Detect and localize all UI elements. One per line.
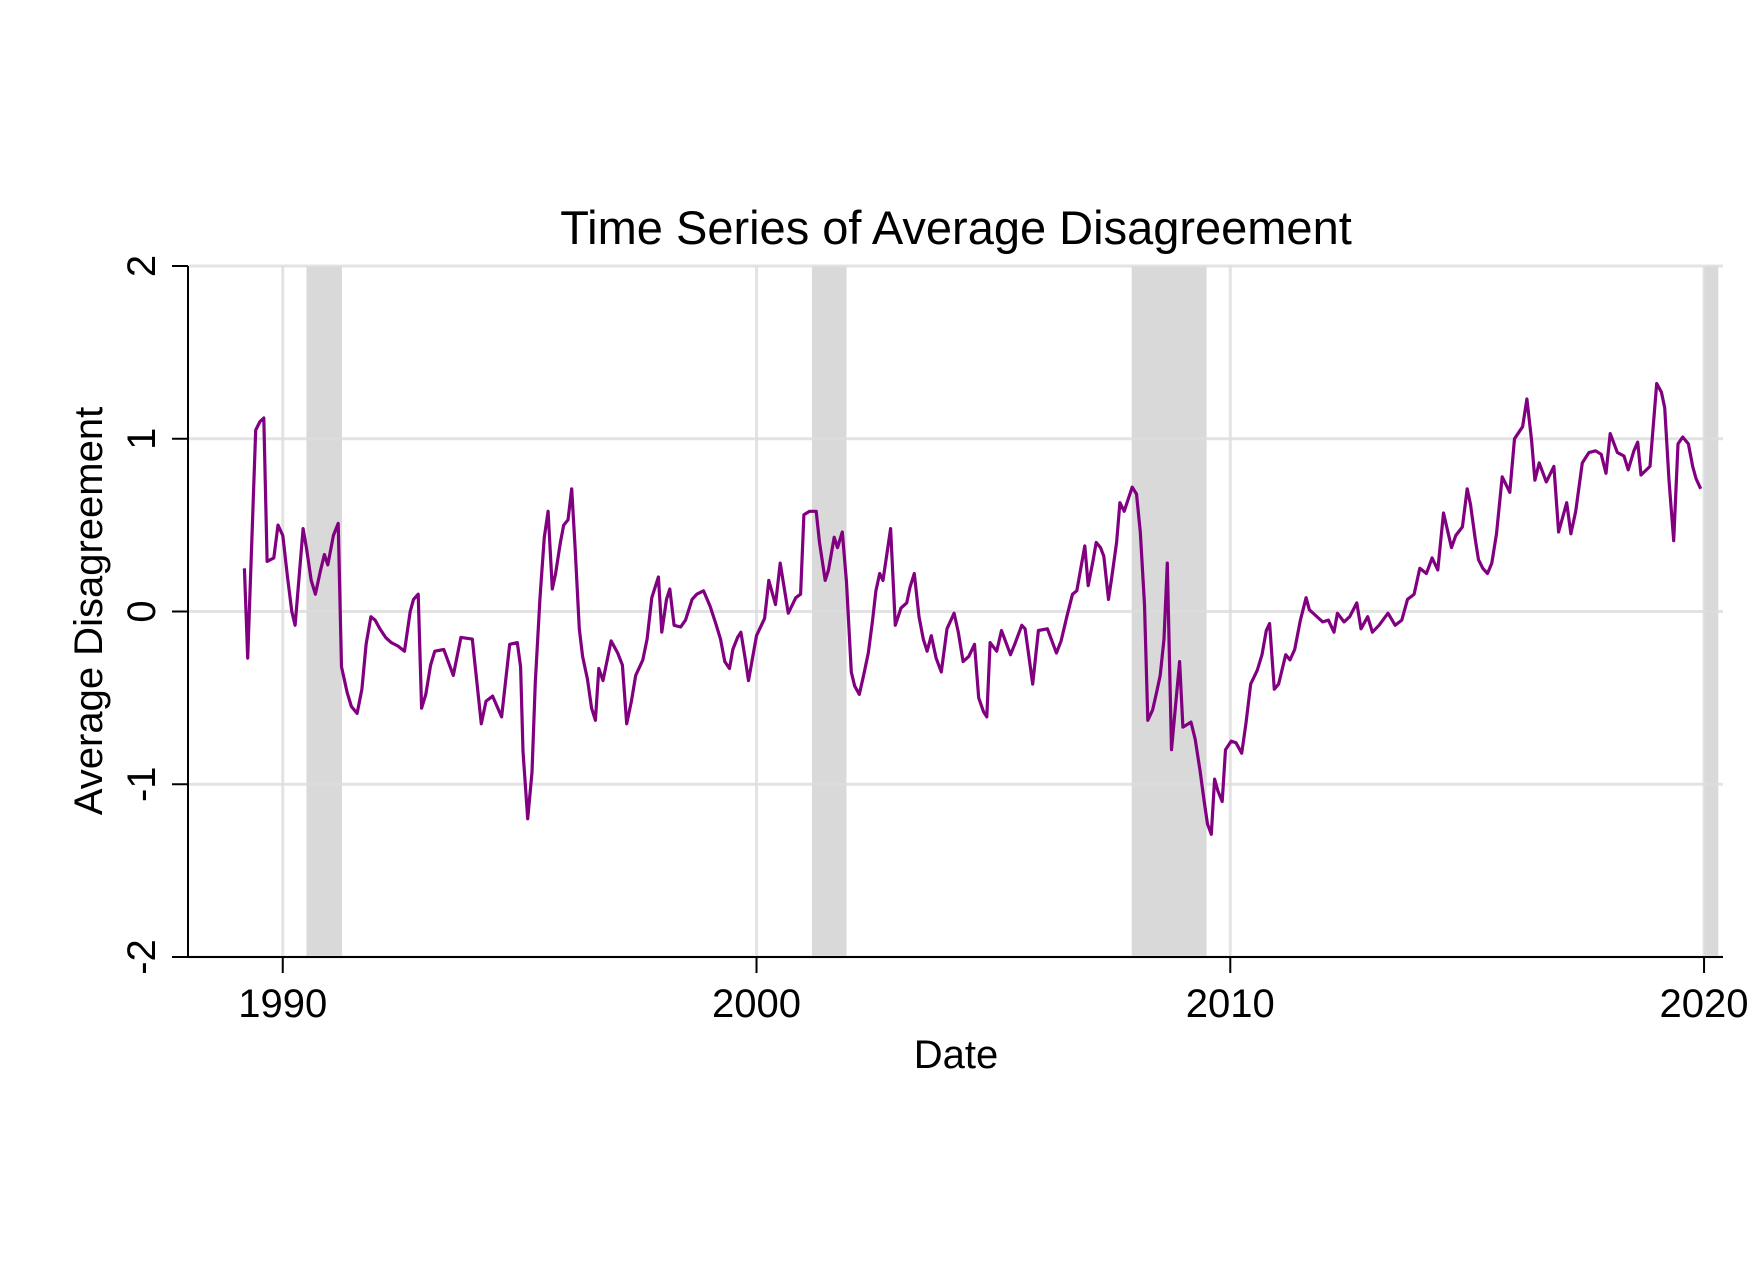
x-tick-label: 2000: [712, 982, 801, 1026]
x-tick-label: 2010: [1186, 982, 1275, 1026]
x-axis-label: Date: [914, 1033, 999, 1077]
chart-title: Time Series of Average Disagreement: [560, 201, 1352, 254]
y-tick-label: -1: [120, 766, 164, 802]
y-tick-label: 2: [120, 255, 164, 277]
x-tick-label: 2020: [1660, 982, 1749, 1026]
axes: [172, 265, 1723, 973]
tick-labels: -2 -1 0 1 2 1990 2000 2010 2020: [120, 255, 1749, 1026]
x-tick-label: 1990: [238, 982, 327, 1026]
y-axis-label: Average Disagreement: [67, 407, 111, 815]
y-tick-label: -2: [120, 939, 164, 975]
series-line: [242, 381, 1703, 836]
y-tick-label: 1: [120, 428, 164, 450]
y-tick-label: 0: [120, 600, 164, 622]
